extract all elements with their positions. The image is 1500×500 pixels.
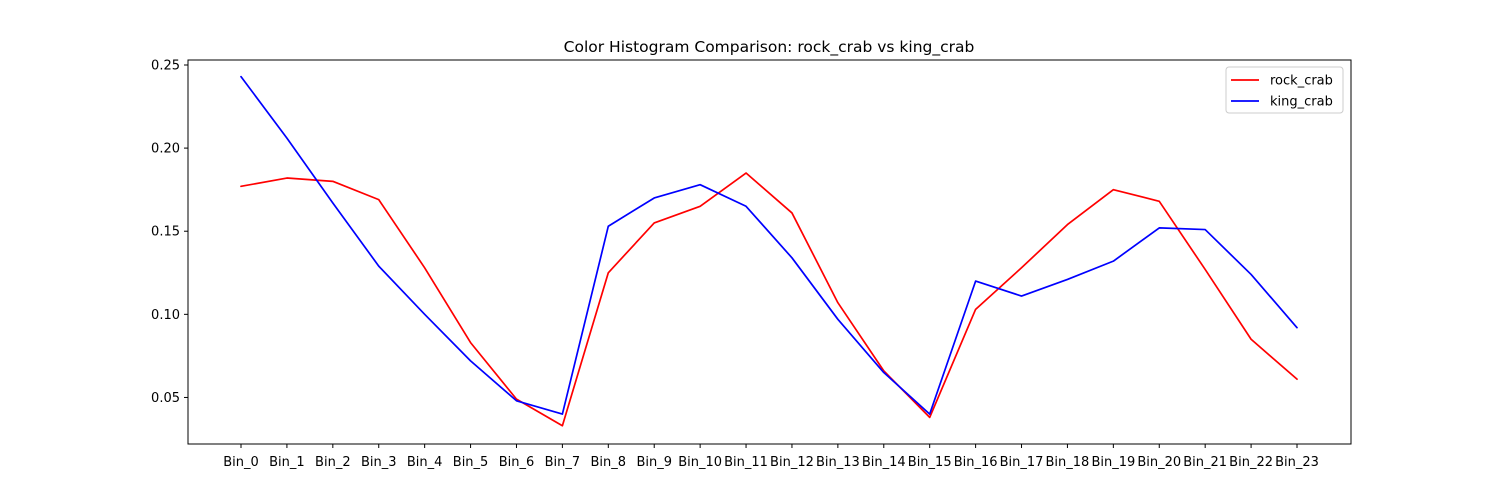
legend-label: rock_crab <box>1270 74 1333 89</box>
x-tick-label: Bin_6 <box>499 455 535 470</box>
x-tick-label: Bin_22 <box>1229 455 1273 470</box>
y-tick-label: 0.15 <box>151 225 180 240</box>
x-tick-label: Bin_13 <box>816 455 860 470</box>
x-tick-label: Bin_15 <box>908 455 952 470</box>
x-tick-label: Bin_7 <box>545 455 581 470</box>
x-tick-label: Bin_14 <box>862 455 906 470</box>
x-tick-label: Bin_5 <box>453 455 489 470</box>
x-tick-label: Bin_1 <box>269 455 305 470</box>
x-tick-label: Bin_19 <box>1091 455 1135 470</box>
x-tick-label: Bin_9 <box>636 455 672 470</box>
legend: rock_crab king_crab <box>1225 66 1344 114</box>
x-tick-label: Bin_4 <box>407 455 443 470</box>
x-tick-label: Bin_18 <box>1046 455 1090 470</box>
x-tick-label: Bin_3 <box>361 455 397 470</box>
x-tick-label: Bin_17 <box>1000 455 1044 470</box>
x-tick-label: Bin_21 <box>1183 455 1227 470</box>
chart-title: Color Histogram Comparison: rock_crab vs… <box>564 38 975 57</box>
series-line-king-crab <box>240 75 1298 415</box>
plot-area: 0.05 0.10 0.15 0.20 0.25 Bin_0 Bin_1 Bin_2 Bin_3… <box>151 58 1319 470</box>
x-tick-label: Bin_10 <box>678 455 722 470</box>
legend-label: king_crab <box>1270 95 1333 110</box>
x-tick-label: Bin_20 <box>1137 455 1181 470</box>
series-line-rock-crab <box>240 172 1298 427</box>
y-tick-label: 0.25 <box>151 58 180 73</box>
y-tick-label: 0.05 <box>151 391 180 406</box>
x-tick-label: Bin_0 <box>223 455 259 470</box>
plot-frame <box>187 59 1352 445</box>
y-tick-label: 0.10 <box>151 308 180 323</box>
x-tick-label: Bin_12 <box>770 455 814 470</box>
x-tick-label: Bin_23 <box>1275 455 1319 470</box>
x-tick-label: Bin_11 <box>724 455 768 470</box>
x-tick-label: Bin_2 <box>315 455 351 470</box>
x-tick-label: Bin_8 <box>591 455 627 470</box>
y-tick-label: 0.20 <box>151 142 180 157</box>
x-tick-label: Bin_16 <box>954 455 998 470</box>
